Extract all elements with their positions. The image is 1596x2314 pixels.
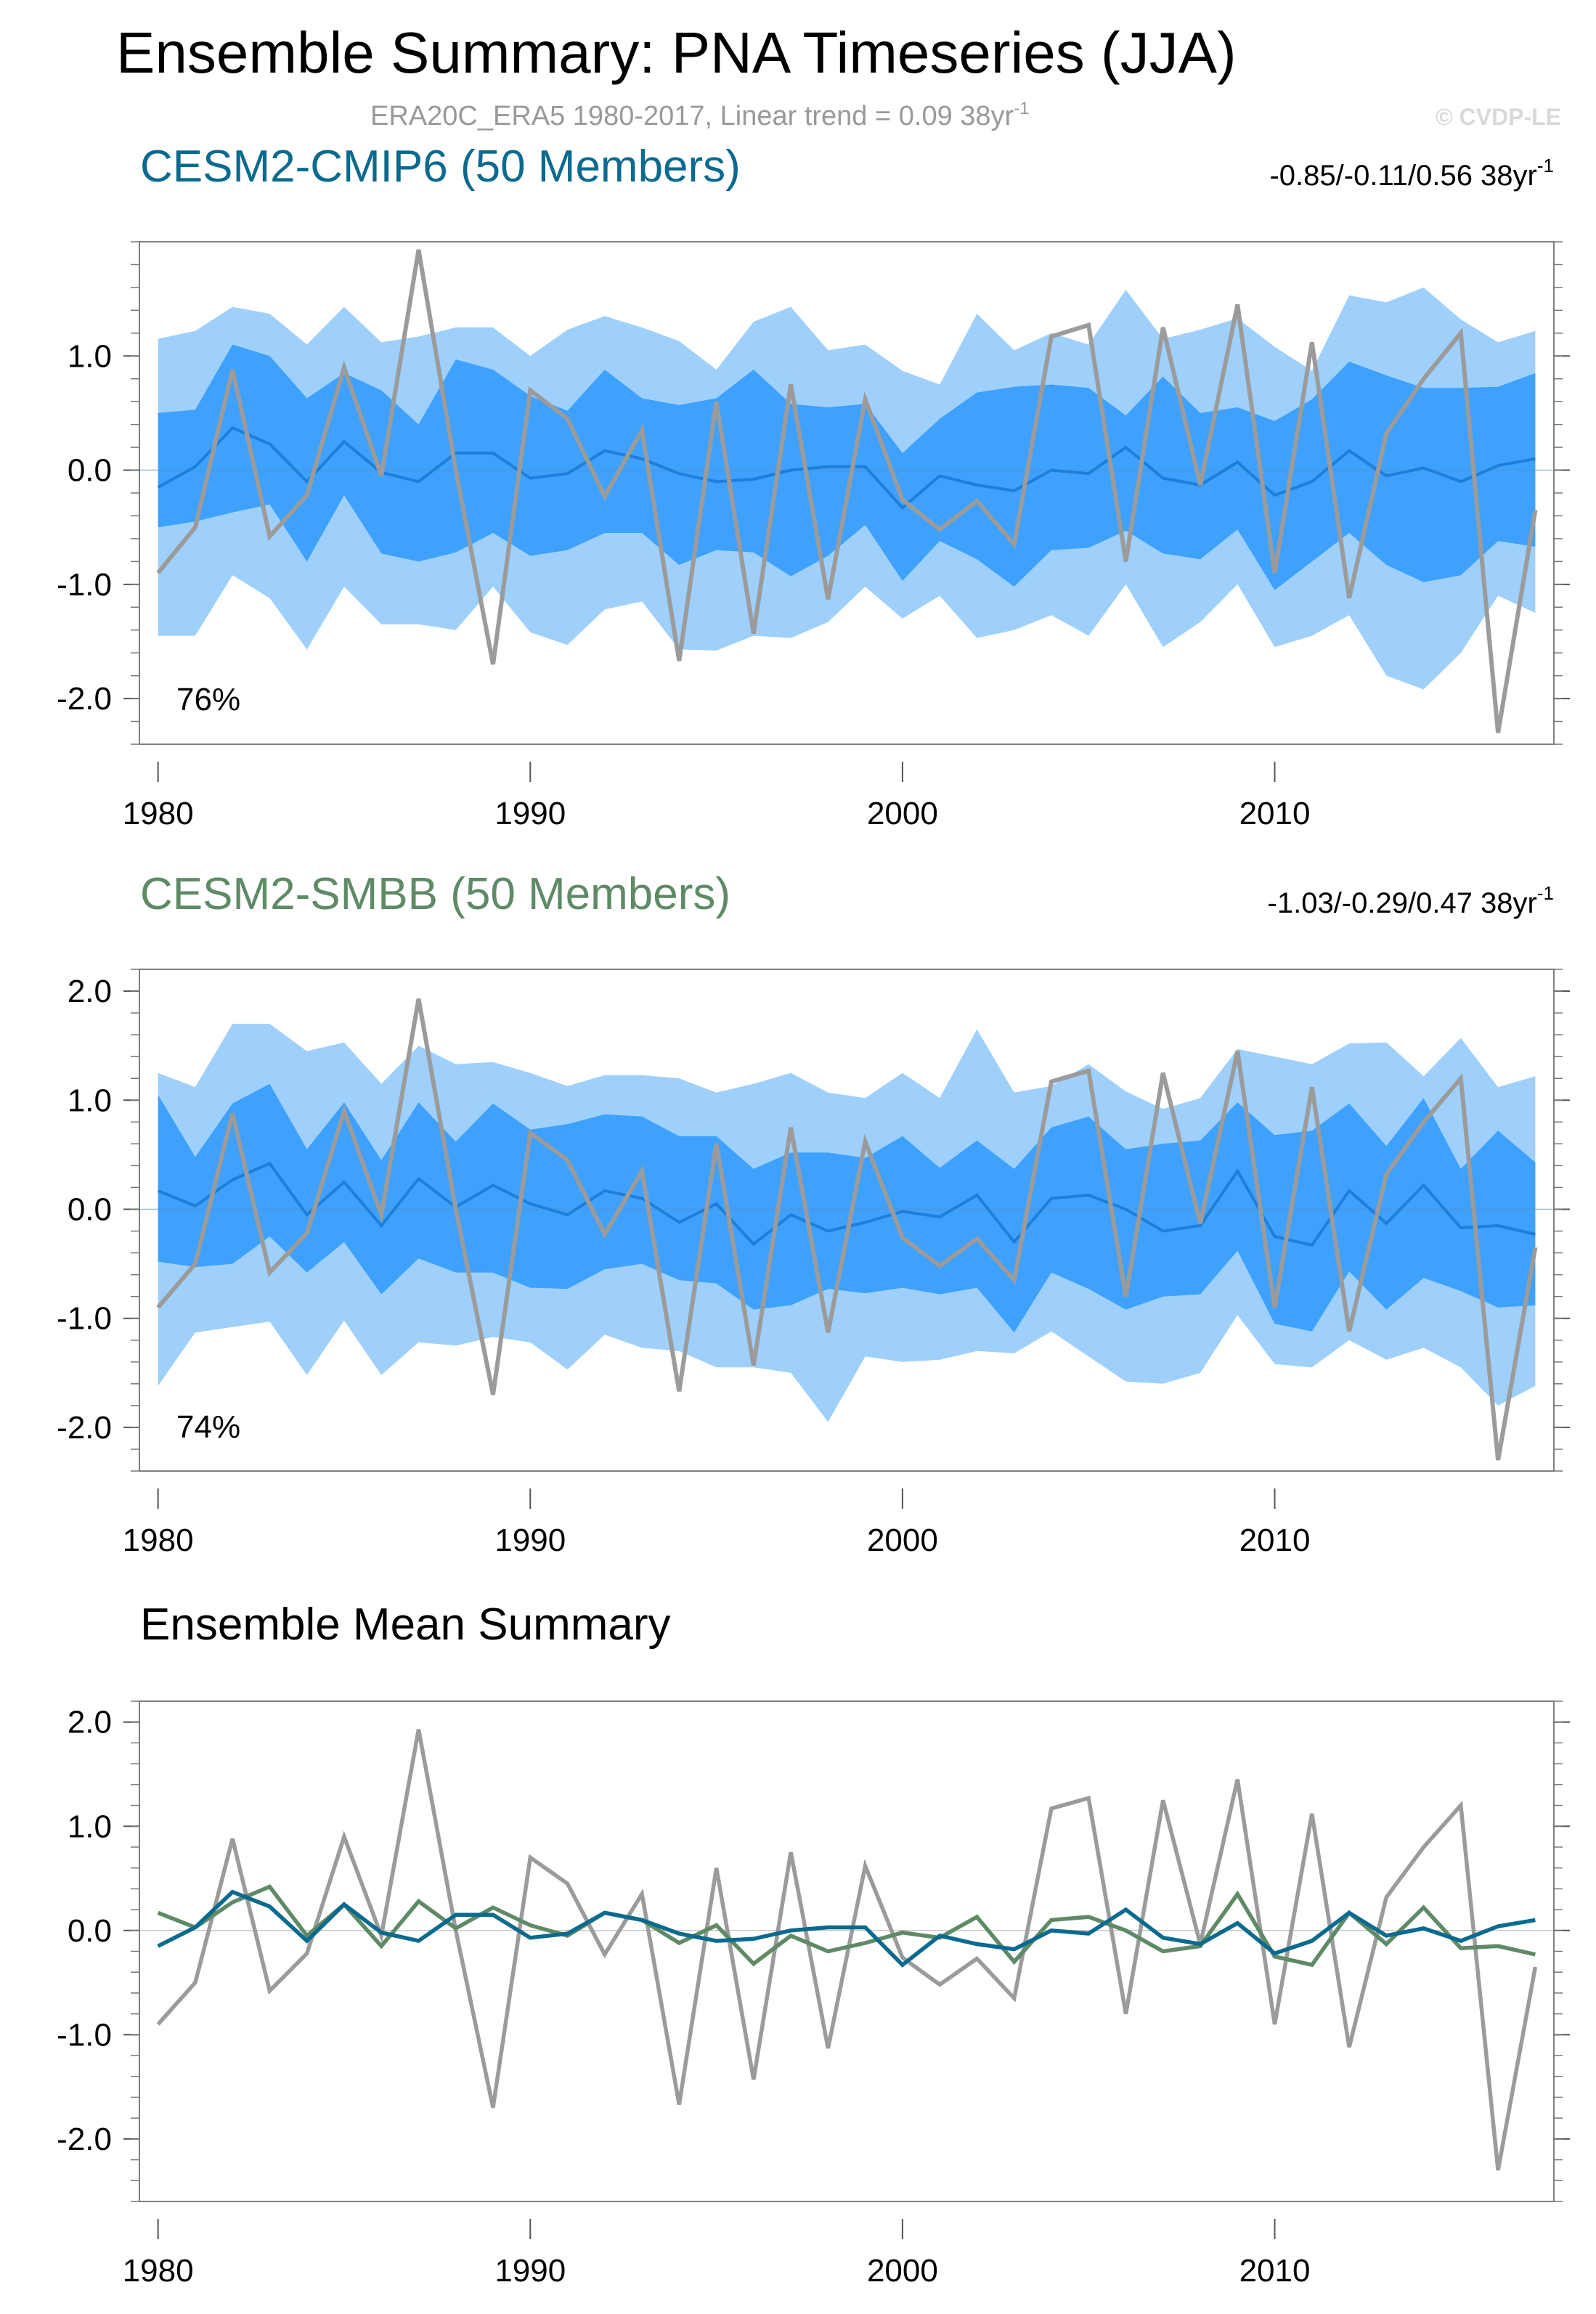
plot-area-ensemble-mean-summary: -2.0 -1.0 0.0 1.0 2.0 1980 1990 2000 2010 bbox=[57, 1700, 1570, 2289]
subtitle: ERA20C_ERA5 1980-2017, Linear trend = 0.… bbox=[370, 99, 1030, 131]
y-tick-label: -2.0 bbox=[57, 1410, 112, 1446]
x-tick-label: 1980 bbox=[123, 1523, 194, 1558]
y-tick-label: -1.0 bbox=[57, 567, 112, 603]
y-tick-label: 2.0 bbox=[68, 974, 112, 1009]
plot-area-cesm2-smbb: -2.0 -1.0 0.0 1.0 2.0 1980 1990 2000 2010 bbox=[57, 969, 1570, 1558]
x-tick-label: 1990 bbox=[494, 796, 566, 831]
copyright-label: © CVDP-LE bbox=[1436, 104, 1561, 130]
x-tick-label: 2000 bbox=[867, 2253, 938, 2289]
x-tick-label: 2010 bbox=[1239, 1523, 1311, 1558]
percent-within-range-cesm2-smbb: 74% bbox=[176, 1409, 240, 1445]
panel-title-cesm2-cmip6: CESM2-CMIP6 (50 Members) bbox=[140, 142, 741, 192]
trend-range-cesm2-smbb: -1.03/-0.29/0.47 38yr-1 bbox=[1268, 882, 1554, 919]
y-tick-label: 1.0 bbox=[68, 1083, 112, 1118]
y-tick-label: 0.0 bbox=[68, 453, 112, 489]
y-tick-label: -2.0 bbox=[57, 2122, 112, 2157]
panel-cesm2-cmip6: CESM2-CMIP6 (50 Members) -0.85/-0.11/0.5… bbox=[57, 142, 1570, 831]
x-tick-label: 1980 bbox=[123, 2253, 194, 2289]
band-25-75-percentile bbox=[158, 1083, 1536, 1333]
series-line-cesm2-cmip6 bbox=[157, 1889, 1536, 1968]
trend-range-text: -1.03/-0.29/0.47 38yr bbox=[1268, 887, 1537, 919]
y-tick-label: -2.0 bbox=[57, 681, 112, 717]
y-tick-label: 1.0 bbox=[68, 338, 112, 374]
trend-range-superscript: -1 bbox=[1537, 155, 1554, 176]
x-tick-label: 1980 bbox=[123, 796, 194, 831]
panel-title-cesm2-smbb: CESM2-SMBB (50 Members) bbox=[140, 869, 730, 919]
series-line-era20c-era5 bbox=[156, 1729, 1538, 2171]
x-tick-label: 1990 bbox=[494, 1523, 566, 1558]
observations-line bbox=[156, 998, 1538, 1461]
plot-area-cesm2-cmip6: -2.0 -1.0 0.0 1.0 1980 1990 2000 2010 bbox=[57, 241, 1570, 831]
y-tick-label: 0.0 bbox=[68, 1913, 112, 1949]
ensemble-mean-line bbox=[157, 426, 1536, 510]
x-tick-label: 1990 bbox=[494, 2253, 566, 2289]
subtitle-text: ERA20C_ERA5 1980-2017, Linear trend = 0.… bbox=[370, 101, 1014, 131]
observations-line bbox=[156, 249, 1538, 733]
panel-title-ensemble-mean-summary: Ensemble Mean Summary bbox=[140, 1600, 671, 1650]
subtitle-superscript: -1 bbox=[1014, 99, 1029, 118]
y-tick-label: -1.0 bbox=[57, 1301, 112, 1337]
percent-within-range-cesm2-cmip6: 76% bbox=[176, 682, 240, 717]
y-tick-label: 1.0 bbox=[68, 1809, 112, 1844]
panel-cesm2-smbb: CESM2-SMBB (50 Members) -1.03/-0.29/0.47… bbox=[57, 869, 1570, 1558]
y-tick-label: -1.0 bbox=[57, 2017, 112, 2053]
x-tick-label: 2010 bbox=[1239, 796, 1311, 831]
panel-ensemble-mean-summary: Ensemble Mean Summary -2.0 -1.0 0.0 1.0 2.0 1… bbox=[57, 1600, 1570, 2289]
trend-range-text: -0.85/-0.11/0.56 38yr bbox=[1269, 160, 1536, 192]
plot-frame bbox=[139, 969, 1555, 1472]
y-tick-label: 2.0 bbox=[68, 1705, 112, 1740]
x-tick-label: 2000 bbox=[867, 796, 938, 831]
y-tick-label: 0.0 bbox=[68, 1191, 112, 1227]
series-line-cesm2-smbb bbox=[157, 1884, 1536, 1968]
x-tick-label: 2000 bbox=[867, 1523, 938, 1558]
trend-range-cesm2-cmip6: -0.85/-0.11/0.56 38yr-1 bbox=[1269, 155, 1554, 192]
main-title: Ensemble Summary: PNA Timeseries (JJA) bbox=[116, 20, 1237, 85]
trend-range-superscript: -1 bbox=[1537, 882, 1554, 904]
x-tick-label: 2010 bbox=[1239, 2253, 1311, 2289]
